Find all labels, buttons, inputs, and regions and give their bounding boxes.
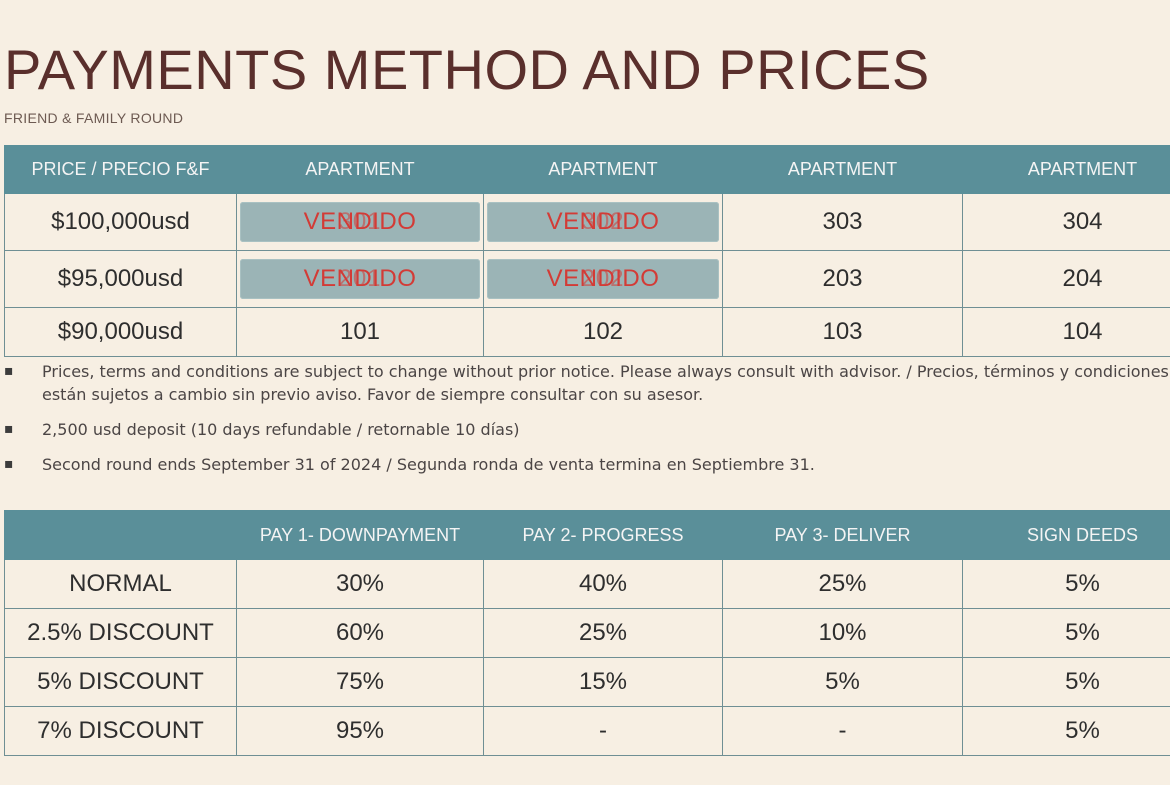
apartment-cell-sold: 202 VENDIDO — [483, 250, 723, 308]
sign-deeds-percent: 5% — [962, 608, 1170, 658]
apartment-number: 202 — [581, 265, 625, 292]
note-text: Second round ends September 31 of 2024 /… — [42, 455, 815, 474]
payment-plan-row: 7% DISCOUNT 95% - - 5% — [4, 706, 1170, 756]
pay2-percent: - — [483, 706, 723, 756]
note-item: ▪ Second round ends September 31 of 2024… — [0, 453, 1170, 476]
pay2-percent: 25% — [483, 608, 723, 658]
apartment-cell-sold: 302 VENDIDO — [483, 193, 723, 251]
header-apartment: APARTMENT — [236, 145, 484, 194]
apartment-cell: 101 — [236, 307, 484, 357]
payment-plan-row: 2.5% DISCOUNT 60% 25% 10% 5% — [4, 608, 1170, 658]
price-row: $100,000usd 301 VENDIDO 302 VENDIDO 303 … — [4, 193, 1170, 251]
pay3-percent: 10% — [722, 608, 963, 658]
header-pay2: PAY 2- PROGRESS — [483, 510, 723, 560]
pay2-percent: 40% — [483, 559, 723, 609]
header-sign-deeds: SIGN DEEDS — [962, 510, 1170, 560]
pay1-percent: 30% — [236, 559, 484, 609]
plan-name: 5% DISCOUNT — [4, 657, 237, 707]
apartment-cell-sold: 201 VENDIDO — [236, 250, 484, 308]
apartment-cell: 103 — [722, 307, 963, 357]
apartment-cell: 203 — [722, 250, 963, 308]
apartment-cell: 204 — [962, 250, 1170, 308]
bullet-icon: ▪ — [4, 363, 14, 379]
header-price: PRICE / PRECIO F&F — [4, 145, 237, 194]
payments-header-row: PAY 1- DOWNPAYMENT PAY 2- PROGRESS PAY 3… — [4, 510, 1170, 560]
plan-name: 7% DISCOUNT — [4, 706, 237, 756]
page-title: PAYMENTS METHOD AND PRICES — [4, 38, 930, 101]
payment-plan-row: 5% DISCOUNT 75% 15% 5% 5% — [4, 657, 1170, 707]
price-cell: $100,000usd — [4, 193, 237, 251]
note-item: ▪ Prices, terms and conditions are subje… — [0, 360, 1170, 406]
payment-plan-row: NORMAL 30% 40% 25% 5% — [4, 559, 1170, 609]
pay1-percent: 75% — [236, 657, 484, 707]
sign-deeds-percent: 5% — [962, 657, 1170, 707]
apartment-cell: 303 — [722, 193, 963, 251]
plan-name: 2.5% DISCOUNT — [4, 608, 237, 658]
pay1-percent: 60% — [236, 608, 484, 658]
sold-badge: 302 VENDIDO — [487, 202, 719, 242]
apartment-cell: 102 — [483, 307, 723, 357]
apartment-number: 302 — [581, 208, 625, 235]
apartment-cell-sold: 301 VENDIDO — [236, 193, 484, 251]
sold-label: VENDIDO — [546, 265, 660, 292]
pay3-percent: - — [722, 706, 963, 756]
sold-badge: 301 VENDIDO — [240, 202, 480, 242]
prices-table: PRICE / PRECIO F&F APARTMENT APARTMENT A… — [4, 145, 1170, 357]
header-plan — [4, 510, 237, 560]
bullet-icon: ▪ — [4, 421, 14, 437]
sign-deeds-percent: 5% — [962, 706, 1170, 756]
note-item: ▪ 2,500 usd deposit (10 days refundable … — [0, 418, 1170, 441]
header-apartment: APARTMENT — [722, 145, 963, 194]
prices-header-row: PRICE / PRECIO F&F APARTMENT APARTMENT A… — [4, 145, 1170, 194]
sold-badge: 202 VENDIDO — [487, 259, 719, 299]
price-row: $95,000usd 201 VENDIDO 202 VENDIDO 203 2… — [4, 250, 1170, 308]
page-subtitle: FRIEND & FAMILY ROUND — [4, 110, 184, 126]
header-apartment: APARTMENT — [483, 145, 723, 194]
bullet-icon: ▪ — [4, 456, 14, 472]
sold-label: VENDIDO — [303, 208, 417, 235]
header-pay1: PAY 1- DOWNPAYMENT — [236, 510, 484, 560]
sign-deeds-percent: 5% — [962, 559, 1170, 609]
price-row: $90,000usd 101 102 103 104 — [4, 307, 1170, 357]
note-text: Prices, terms and conditions are subject… — [42, 362, 1169, 404]
pay3-percent: 25% — [722, 559, 963, 609]
header-apartment: APARTMENT — [962, 145, 1170, 194]
pay1-percent: 95% — [236, 706, 484, 756]
price-cell: $95,000usd — [4, 250, 237, 308]
pay3-percent: 5% — [722, 657, 963, 707]
notes-list: ▪ Prices, terms and conditions are subje… — [0, 360, 1170, 488]
sold-label: VENDIDO — [546, 208, 660, 235]
apartment-cell: 304 — [962, 193, 1170, 251]
sold-label: VENDIDO — [303, 265, 417, 292]
pay2-percent: 15% — [483, 657, 723, 707]
apartment-number: 201 — [338, 265, 382, 292]
price-cell: $90,000usd — [4, 307, 237, 357]
note-text: 2,500 usd deposit (10 days refundable / … — [42, 420, 520, 439]
sold-badge: 201 VENDIDO — [240, 259, 480, 299]
plan-name: NORMAL — [4, 559, 237, 609]
apartment-cell: 104 — [962, 307, 1170, 357]
payments-table: PAY 1- DOWNPAYMENT PAY 2- PROGRESS PAY 3… — [4, 510, 1170, 756]
apartment-number: 301 — [338, 208, 382, 235]
header-pay3: PAY 3- DELIVER — [722, 510, 963, 560]
